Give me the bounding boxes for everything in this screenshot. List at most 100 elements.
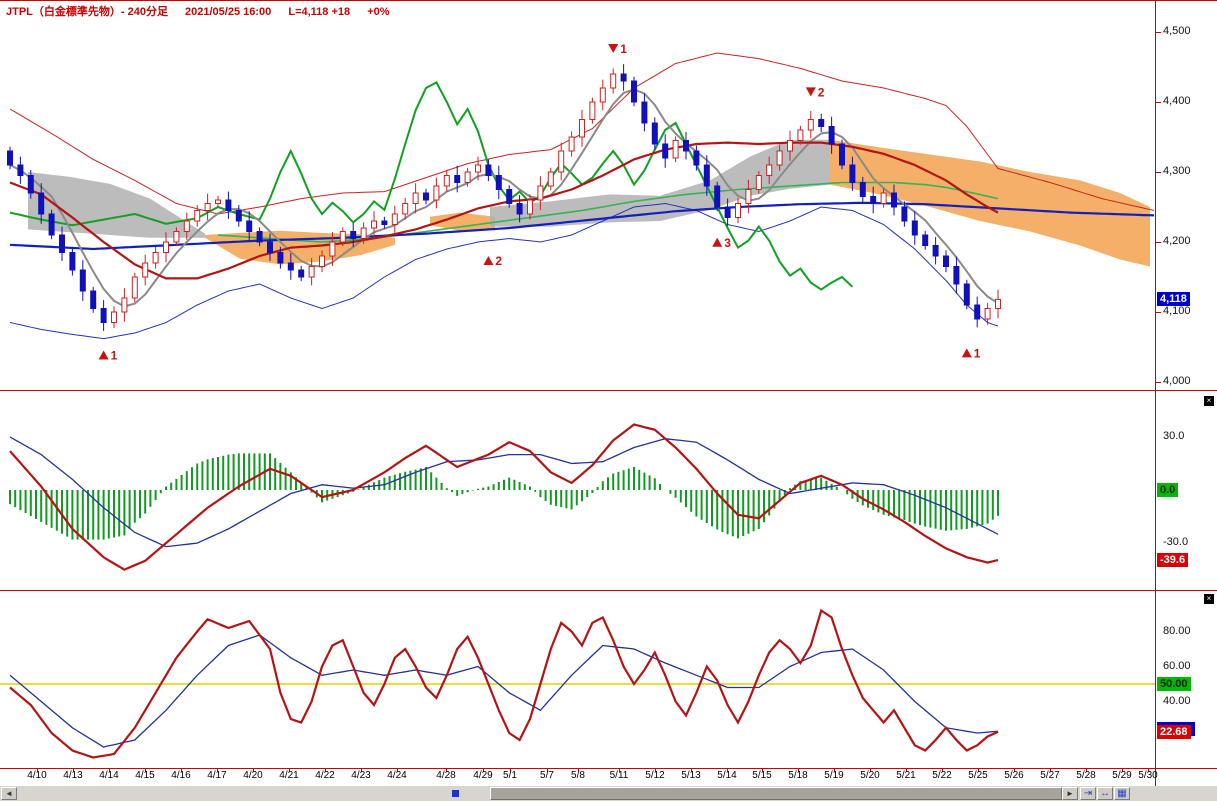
- down-signal-marker-icon: [805, 87, 816, 97]
- price-tick: [1156, 382, 1161, 383]
- up-candle: [339, 231, 346, 243]
- date-tick: [1050, 768, 1051, 772]
- up-candle: [599, 87, 606, 103]
- down-candle: [235, 210, 242, 222]
- down-candle: [911, 220, 918, 236]
- date-tick: [870, 768, 871, 772]
- macd-axis-label: 30.0: [1163, 430, 1185, 442]
- date-tick: [145, 768, 146, 772]
- up-signal-marker-icon: [712, 237, 723, 247]
- scroll-left-button[interactable]: ◄: [1, 787, 17, 800]
- date-axis-label: 4/14: [99, 770, 119, 781]
- down-candle: [849, 164, 856, 183]
- date-tick: [109, 768, 110, 772]
- date-axis-label: 5/30: [1138, 770, 1158, 781]
- macd-signal-line: [9, 436, 999, 548]
- date-tick: [217, 768, 218, 772]
- date-axis-label: 5/25: [968, 770, 988, 781]
- down-candle: [631, 80, 637, 103]
- down-candle: [922, 234, 929, 246]
- up-candle: [402, 203, 409, 215]
- instrument-title: JTPL（白金標準先物）- 240分足: [6, 6, 168, 18]
- macd-panel-canvas[interactable]: [0, 391, 1155, 590]
- date-axis-label: 4/16: [171, 770, 191, 781]
- ichimoku-cloud-orange: [830, 139, 1150, 267]
- chart-layout-button[interactable]: ▦: [1114, 787, 1130, 800]
- date-tick: [483, 768, 484, 772]
- up-candle: [984, 308, 991, 320]
- green-fast-line: [9, 81, 854, 291]
- stoch-panel-close-button[interactable]: ×: [1204, 594, 1214, 604]
- up-candle: [308, 266, 315, 278]
- date-axis-label: 5/22: [932, 770, 952, 781]
- price-axis-label: 4,500: [1163, 25, 1191, 37]
- down-candle: [454, 175, 461, 183]
- down-candle: [79, 269, 86, 292]
- down-candle: [256, 231, 263, 243]
- down-candle: [27, 175, 34, 194]
- price-axis-label: 4,000: [1163, 375, 1191, 387]
- signal-marker-label: 2: [818, 85, 825, 99]
- up-candle: [111, 311, 117, 323]
- header-change: +0%: [367, 6, 390, 18]
- scrollbar-thumb[interactable]: [490, 787, 1062, 800]
- down-candle: [932, 245, 939, 257]
- up-candle: [807, 119, 814, 131]
- date-axis-label: 5/28: [1076, 770, 1096, 781]
- signal-marker-label: 1: [111, 349, 118, 363]
- price-axis-label: 4,200: [1163, 235, 1191, 247]
- date-axis-label: 4/28: [436, 770, 456, 781]
- signal-marker-label: 1: [620, 42, 627, 56]
- date-axis-label: 4/23: [351, 770, 371, 781]
- macd-panel-close-button[interactable]: ×: [1204, 396, 1214, 406]
- up-candle: [475, 164, 481, 173]
- up-candle: [735, 203, 741, 218]
- date-axis-label: 5/12: [645, 770, 665, 781]
- down-candle: [662, 143, 669, 159]
- stoch-axis-badge: 22.68: [1157, 725, 1191, 739]
- date-axis-label: 4/24: [387, 770, 407, 781]
- up-candle: [464, 171, 471, 183]
- stoch-axis-badge: 50.00: [1157, 677, 1191, 691]
- green-slow-ma-line: [217, 181, 999, 243]
- price-axis-label: 4,400: [1163, 95, 1191, 107]
- date-axis-label: 5/26: [1004, 770, 1024, 781]
- price-tick: [1156, 312, 1161, 313]
- fit-width-button[interactable]: ↔: [1097, 787, 1113, 800]
- down-candle: [350, 231, 357, 239]
- price-tick: [1156, 102, 1161, 103]
- scroll-to-end-button[interactable]: ⇥: [1080, 787, 1096, 800]
- down-candle: [38, 192, 45, 215]
- date-tick: [727, 768, 728, 772]
- down-candle: [48, 213, 55, 236]
- price-tick: [1156, 242, 1161, 243]
- down-signal-marker-icon: [608, 44, 619, 53]
- up-candle: [360, 227, 367, 239]
- date-axis-label: 5/8: [571, 770, 585, 781]
- long-ma-line: [9, 201, 1155, 251]
- up-candle: [672, 140, 679, 159]
- stochastic-panel-canvas[interactable]: [0, 591, 1155, 768]
- up-candle: [527, 199, 533, 215]
- down-candle: [818, 119, 825, 127]
- date-axis-label: 4/13: [63, 770, 83, 781]
- down-candle: [953, 266, 960, 285]
- down-candle: [485, 164, 492, 176]
- main-price-chart-canvas[interactable]: 1 2 3 1 2 1: [0, 0, 1155, 390]
- macd-panel-divider: [0, 590, 1217, 591]
- up-candle: [568, 136, 575, 152]
- signal-marker-label: 1: [974, 346, 981, 360]
- down-candle: [651, 122, 658, 145]
- scroll-right-button[interactable]: ►: [1062, 787, 1078, 800]
- date-axis-label: 5/1: [503, 770, 517, 781]
- up-signal-marker-icon: [961, 348, 972, 358]
- up-candle: [329, 241, 336, 257]
- macd-line: [9, 423, 999, 571]
- date-axis-label: 5/14: [717, 770, 737, 781]
- down-candle: [225, 199, 232, 211]
- down-candle: [724, 206, 731, 218]
- down-candle: [69, 252, 76, 271]
- date-tick: [906, 768, 907, 772]
- date-tick: [1122, 768, 1123, 772]
